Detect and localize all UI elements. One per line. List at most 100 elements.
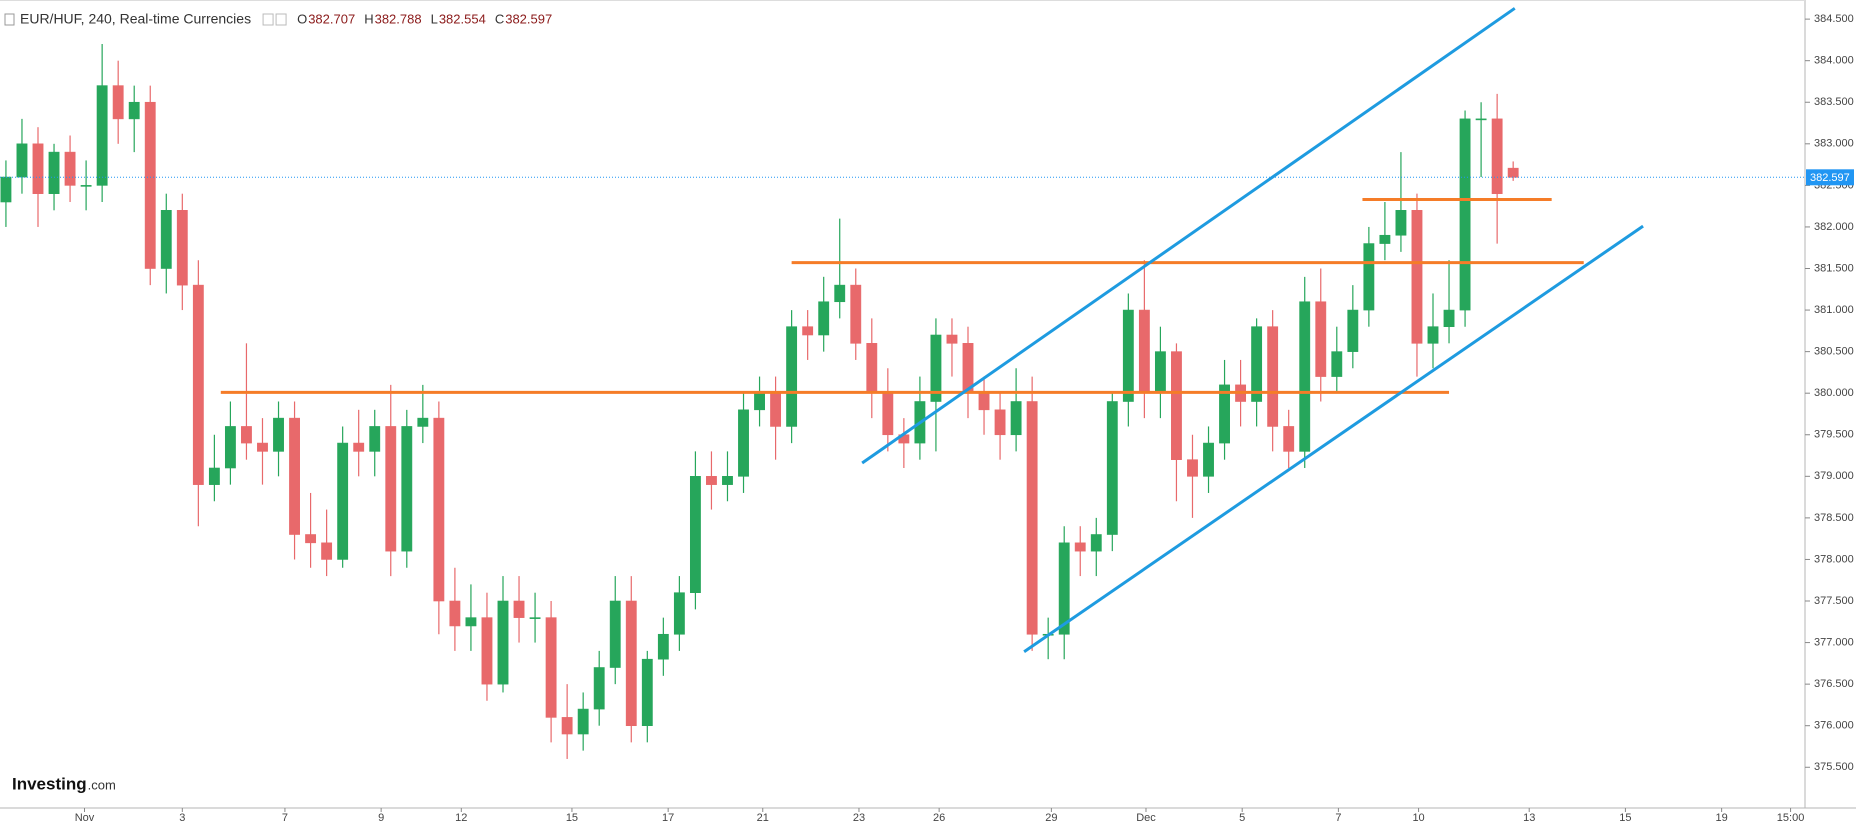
x-tick-label: 23 <box>853 812 865 824</box>
x-tick-label: 10 <box>1412 812 1424 824</box>
candle-body <box>722 476 733 485</box>
candle-body <box>128 101 140 120</box>
y-tick-label: 382.000 <box>1814 221 1854 233</box>
x-tick-label: 15 <box>1619 812 1631 824</box>
collapse-icon[interactable] <box>4 13 15 26</box>
y-tick-label: 378.500 <box>1814 512 1854 524</box>
settings-icon[interactable] <box>262 13 274 26</box>
candles <box>0 44 1519 759</box>
candle-body <box>609 600 621 668</box>
candle-body <box>401 426 413 552</box>
candle-body <box>1507 167 1519 178</box>
candle-body <box>321 542 333 560</box>
candle-body <box>770 392 782 427</box>
candle-body <box>866 343 878 394</box>
candle-body <box>1122 309 1134 402</box>
y-tick-label: 384.000 <box>1814 55 1854 67</box>
candle-body <box>433 417 445 602</box>
candle-body <box>1315 301 1327 377</box>
y-tick-label: 379.000 <box>1814 470 1854 482</box>
candle-body <box>657 633 669 660</box>
y-tick-label: 381.000 <box>1814 304 1854 316</box>
x-tick-label: 3 <box>179 812 185 824</box>
ohlc-label: L <box>431 11 438 26</box>
candle-body <box>818 301 830 336</box>
candle-body <box>1427 326 1439 344</box>
trend-line <box>1023 224 1644 653</box>
ohlc-value: 382.788 <box>375 11 422 26</box>
candle-body <box>1331 351 1343 377</box>
y-tick-label: 381.500 <box>1814 262 1854 274</box>
x-tick-label: 17 <box>662 812 674 824</box>
candle-body <box>1090 534 1102 552</box>
logo-main: Investing <box>12 774 87 793</box>
candle-body <box>706 476 717 485</box>
logo-suffix: .com <box>88 777 116 792</box>
y-tick-label: 383.000 <box>1814 138 1854 150</box>
x-tick-label: 5 <box>1239 812 1245 824</box>
candle-body <box>882 392 894 436</box>
trend-line <box>861 7 1516 465</box>
candle-body <box>673 592 685 635</box>
candle-body <box>754 392 765 411</box>
x-tick-label: 21 <box>757 812 769 824</box>
candle-body <box>305 534 317 544</box>
ohlc-label: C <box>495 11 504 26</box>
y-tick-label: 383.500 <box>1814 96 1854 108</box>
candle-body <box>786 326 798 427</box>
candle-body <box>1010 401 1022 436</box>
candle-body <box>1154 351 1166 394</box>
candle-body <box>930 334 942 402</box>
candle-body <box>1443 309 1455 327</box>
y-tick-label: 378.000 <box>1814 553 1854 565</box>
candle-body <box>994 409 1006 436</box>
candle-body <box>176 210 188 286</box>
candle-body <box>289 417 300 535</box>
candle-body <box>1347 309 1359 352</box>
candle-body <box>16 143 28 178</box>
y-tick-label: 380.500 <box>1814 346 1854 358</box>
current-price-box <box>1806 169 1854 186</box>
y-tick-label: 380.000 <box>1814 387 1854 399</box>
candle-body <box>561 717 573 735</box>
x-tick-label: 12 <box>455 812 467 824</box>
x-tick-label: 9 <box>378 812 384 824</box>
candle-body <box>545 617 557 718</box>
candle-body <box>1411 210 1423 344</box>
x-tick-label: 13 <box>1523 812 1535 824</box>
candle-body <box>1058 542 1070 635</box>
x-tick-label: 26 <box>933 812 945 824</box>
candle-body <box>80 185 92 187</box>
candle-body <box>385 426 397 552</box>
ohlc-label: H <box>364 11 373 26</box>
candle-body <box>1459 118 1471 311</box>
candle-body <box>160 210 172 269</box>
candle-body <box>529 617 541 619</box>
candle-body <box>465 617 477 627</box>
candle-body <box>1026 401 1038 635</box>
candle-body <box>1299 301 1311 452</box>
candle-body <box>417 417 429 427</box>
y-tick-label: 375.500 <box>1814 761 1854 773</box>
candle-body <box>834 284 846 303</box>
ohlc-label: O <box>297 11 307 26</box>
y-tick-label: 376.000 <box>1814 720 1854 732</box>
y-tick-label: 377.500 <box>1814 595 1854 607</box>
candle-body <box>625 600 637 727</box>
candle-body <box>96 85 108 186</box>
candle-body <box>978 392 990 411</box>
x-tick-label: 29 <box>1045 812 1057 824</box>
candle-body <box>1203 442 1214 477</box>
candle-body <box>641 658 653 727</box>
candle-body <box>1267 326 1279 427</box>
candle-body <box>1171 351 1182 460</box>
candle-body <box>273 417 284 452</box>
candle-body <box>1251 326 1263 402</box>
settings-icon[interactable] <box>275 13 287 26</box>
x-tick-label: 19 <box>1715 812 1727 824</box>
y-tick-label: 376.500 <box>1814 678 1854 690</box>
candle-body <box>946 334 958 344</box>
x-tick-label: 7 <box>1335 812 1341 824</box>
